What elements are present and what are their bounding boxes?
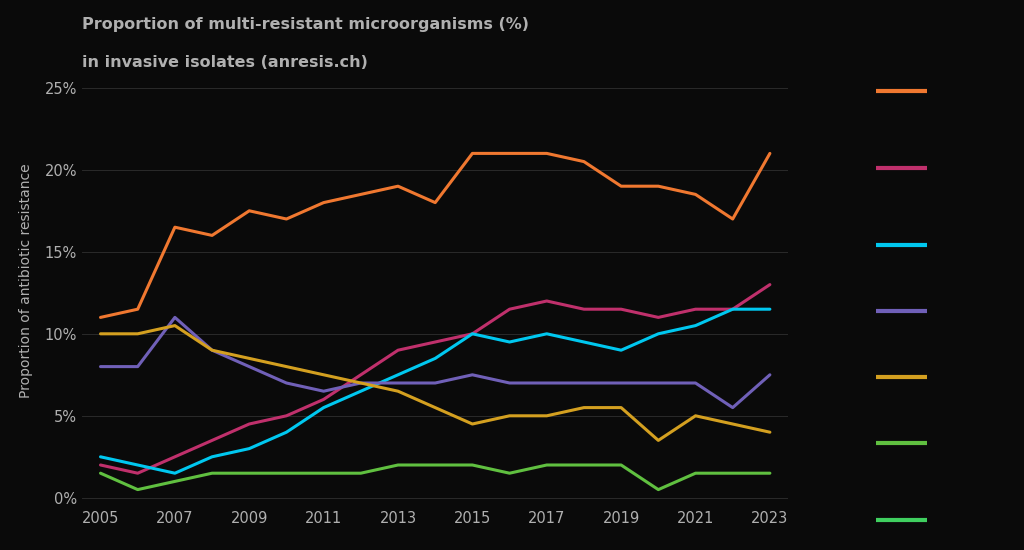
Y-axis label: Proportion of antibiotic resistance: Proportion of antibiotic resistance	[19, 163, 34, 398]
Text: in invasive isolates (anresis.ch): in invasive isolates (anresis.ch)	[82, 55, 368, 70]
Text: Proportion of multi-resistant microorganisms (%): Proportion of multi-resistant microorgan…	[82, 16, 529, 31]
